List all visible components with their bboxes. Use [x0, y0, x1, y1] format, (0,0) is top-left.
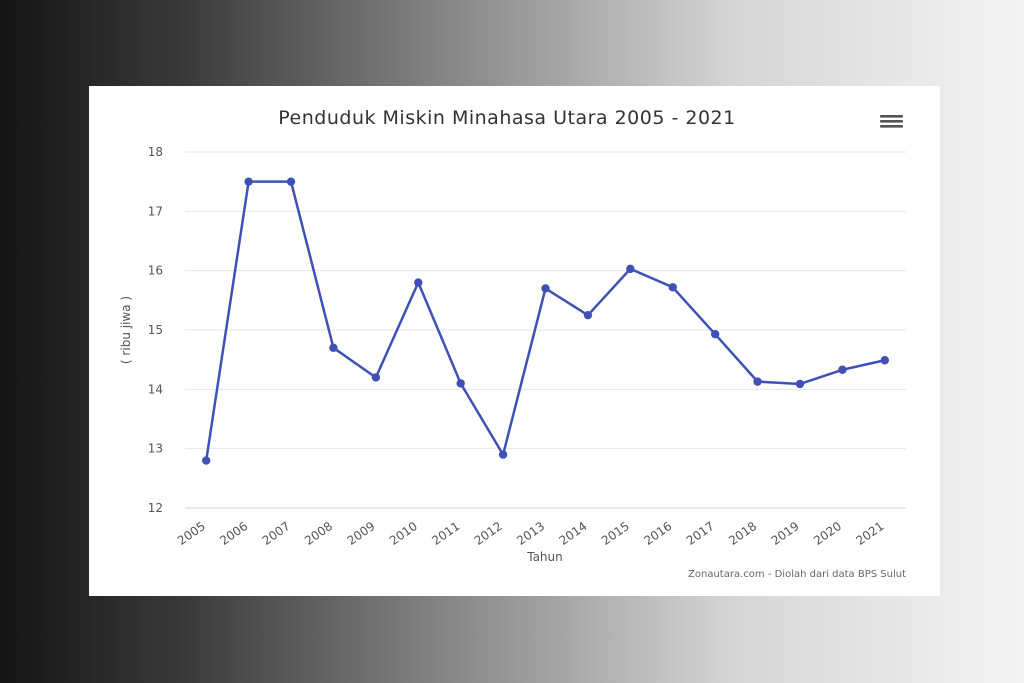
data-point[interactable] [498, 450, 508, 459]
hamburger-menu-icon[interactable] [876, 108, 906, 134]
x-tick-label: 2021 [853, 519, 886, 548]
data-point[interactable] [626, 264, 635, 274]
x-tick-label: 2018 [726, 519, 759, 548]
x-tick-label: 2012 [472, 519, 505, 548]
data-point[interactable] [329, 343, 338, 352]
data-point[interactable] [414, 278, 423, 287]
y-tick-label: 14 [148, 382, 163, 396]
data-point[interactable] [710, 329, 720, 339]
x-tick-label: 2020 [811, 519, 844, 548]
x-tick-label: 2017 [684, 519, 717, 548]
data-point[interactable] [753, 377, 762, 386]
data-point[interactable] [202, 456, 211, 465]
series-group [202, 177, 889, 465]
x-axis-ticks: 2005 2006 2007 2008 2009 2010 2011 2012 2013 2014… [175, 519, 887, 548]
data-point[interactable] [838, 365, 847, 374]
x-tick-label: 2014 [557, 519, 590, 548]
y-axis-ticks: 12 13 14 15 16 17 18 [148, 145, 163, 515]
data-point[interactable] [668, 283, 677, 292]
data-point[interactable] [456, 379, 465, 388]
y-tick-label: 16 [148, 264, 163, 278]
series-line [204, 180, 886, 461]
x-tick-label: 2013 [514, 519, 547, 548]
y-tick-label: 17 [148, 204, 163, 218]
data-point[interactable] [244, 177, 253, 186]
x-tick-label: 2016 [641, 519, 674, 548]
x-tick-label: 2009 [345, 519, 378, 548]
chart-title: Penduduk Miskin Minahasa Utara 2005 - 20… [278, 107, 735, 129]
data-point[interactable] [286, 177, 296, 186]
x-tick-label: 2008 [302, 519, 335, 548]
y-tick-label: 18 [148, 145, 163, 159]
x-tick-label: 2011 [429, 519, 462, 548]
x-tick-label: 2006 [217, 519, 250, 548]
y-tick-label: 13 [148, 442, 163, 456]
y-tick-label: 12 [148, 501, 163, 515]
x-tick-label: 2007 [260, 519, 293, 548]
x-tick-label: 2019 [769, 519, 802, 548]
x-tick-label: 2005 [175, 519, 208, 548]
data-point[interactable] [371, 373, 381, 382]
y-tick-label: 15 [148, 323, 163, 337]
x-axis-title: Tahun [526, 550, 563, 564]
grid-lines [185, 151, 906, 509]
x-tick-label: 2015 [599, 519, 632, 548]
data-point[interactable] [583, 310, 593, 320]
y-axis-title: ( ribu jiwa ) [119, 296, 133, 364]
credits: Zonautara.com - Diolah dari data BPS Sul… [688, 569, 906, 580]
data-point[interactable] [541, 284, 550, 293]
data-point[interactable] [880, 356, 889, 365]
x-tick-label: 2010 [387, 519, 420, 548]
chart-card [89, 86, 940, 596]
data-point[interactable] [795, 379, 805, 389]
